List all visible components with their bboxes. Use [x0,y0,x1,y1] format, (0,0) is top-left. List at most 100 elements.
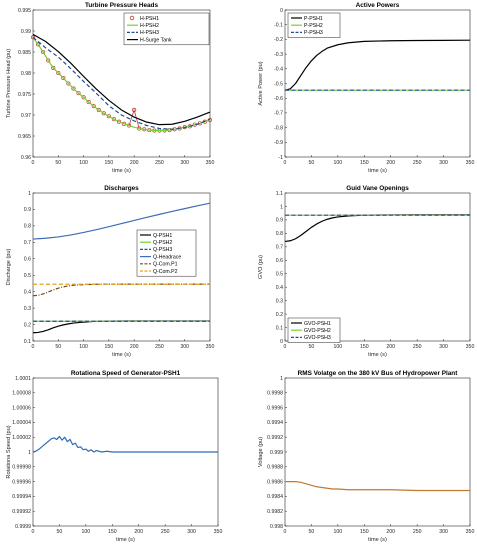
y-tick-label: 0.9986 [267,479,283,485]
y-tick-label: -0.2 [274,37,283,43]
x-tick-label: 50 [57,529,63,535]
chart-panel-3: Guid Vane Openings 0 50 100 150 200 250 300 350 0… [258,185,474,358]
chart-title: Active Powers [356,2,400,9]
data-point [111,117,116,122]
y-tick-label: 0.7 [24,240,31,246]
y-tick-label: 0.2 [276,312,283,318]
x-tick-label: 350 [206,160,215,166]
legend-box [123,12,210,46]
x-tick-label: 250 [161,529,170,535]
y-tick-label: -0.3 [274,52,283,58]
chart-title: Turbine Pressure Heads [85,2,158,9]
y-tick-label: -0.1 [274,23,283,29]
x-tick-label: 50 [309,344,315,350]
x-tick-label: 300 [439,344,448,350]
x-axis-label: time (s) [116,537,135,543]
legend-entry: GVO-PSH3 [304,335,331,341]
legend-entry: Q-PSH3 [153,247,172,253]
y-tick-label: 0.6 [276,258,283,264]
x-tick-label: 0 [32,529,35,535]
y-axis-label: Rotationa Speed (pu) [6,425,12,478]
chart-title: RMS Volatge on the 380 kV Bus of Hydropo… [298,370,459,377]
y-tick-label: 0.9982 [267,509,283,515]
y-tick-label: 0.9998 [267,391,283,397]
x-tick-label: 300 [180,344,189,350]
y-tick-label: -1 [278,155,283,161]
data-point [91,104,96,109]
x-tick-label: 50 [309,160,315,166]
y-tick-label: 0.99998 [12,465,31,471]
data-point [66,81,71,86]
y-tick-label: 1.0001 [15,376,31,382]
chart-panel-5: RMS Volatge on the 380 kV Bus of Hydropo… [258,370,474,543]
y-tick-label: 0.5 [276,272,283,278]
x-tick-label: 350 [466,344,475,350]
x-tick-label: 300 [180,160,189,166]
y-tick-label: -0.4 [274,67,283,73]
plot-frame [284,377,471,527]
y-tick-label: 0.9992 [267,435,283,441]
y-tick-label: 0.99994 [12,494,31,500]
y-axis-label: GVO (pu) [258,255,264,279]
x-tick-label: 300 [439,529,448,535]
x-axis-label: time (s) [368,537,387,543]
x-tick-label: 100 [82,529,91,535]
x-tick-label: 0 [32,160,35,166]
y-tick-label: 1 [280,376,283,382]
y-tick-label: 1 [28,191,31,197]
data-point [81,95,86,100]
y-tick-label: 0.97 [21,113,31,119]
data-point [76,91,81,96]
y-tick-label: 0.99 [21,29,31,35]
y-tick-label: -0.5 [274,81,283,87]
legend-entry: Q-PSH2 [153,240,172,246]
y-tick-label: 1 [280,204,283,210]
x-tick-label: 150 [105,344,114,350]
x-tick-label: 200 [130,160,139,166]
data-point [132,107,137,113]
y-tick-label: 0.8 [24,224,31,230]
x-tick-label: 350 [466,160,475,166]
legend-entry: Q-Com.P2 [153,269,178,275]
data-point [96,107,101,113]
x-tick-label: 250 [413,160,422,166]
x-tick-label: 0 [284,529,287,535]
x-tick-label: 50 [309,529,315,535]
y-tick-label: 1.1 [276,191,283,197]
y-tick-label: 0.7 [276,245,283,251]
x-axis-label: time (s) [112,352,131,358]
x-tick-label: 0 [284,160,287,166]
y-tick-label: 1.00006 [12,405,31,411]
x-tick-label: 150 [108,529,117,535]
chart-panel-2: Discharges 0 50 100 150 200 250 300 350 0.1 0.2 0.3… [6,185,214,358]
data-point [86,99,91,105]
x-tick-label: 350 [214,529,223,535]
x-tick-label: 200 [386,160,395,166]
chart-panel-1: Active Powers 0 50 100 150 200 250 300 350 -1 -0.9… [258,2,474,174]
y-tick-label: 0.9996 [267,405,283,411]
x-tick-label: 150 [360,344,369,350]
legend-entry: P-PSH2 [304,23,323,29]
series-line-3 [32,33,211,126]
y-tick-label: 0.6 [24,257,31,263]
y-tick-label: 0.9 [24,207,31,213]
y-tick-label: 0.998 [270,524,283,530]
x-tick-label: 0 [284,344,287,350]
data-point [116,119,122,124]
data-point [61,75,66,81]
x-tick-label: 50 [55,344,61,350]
y-tick-label: 1.00004 [12,420,31,426]
y-tick-label: 0.9 [276,218,283,224]
x-tick-label: 350 [466,529,475,535]
x-tick-label: 300 [439,160,448,166]
x-tick-label: 250 [155,160,164,166]
chart-panel-0: Turbine Pressure Heads 0 50 100 150 200 250 300… [6,2,214,174]
legend-entry: Q-Com.P1 [153,262,178,268]
x-tick-label: 100 [79,344,88,350]
y-tick-label: -0.9 [274,140,283,146]
y-tick-label: 0.9994 [267,420,283,426]
